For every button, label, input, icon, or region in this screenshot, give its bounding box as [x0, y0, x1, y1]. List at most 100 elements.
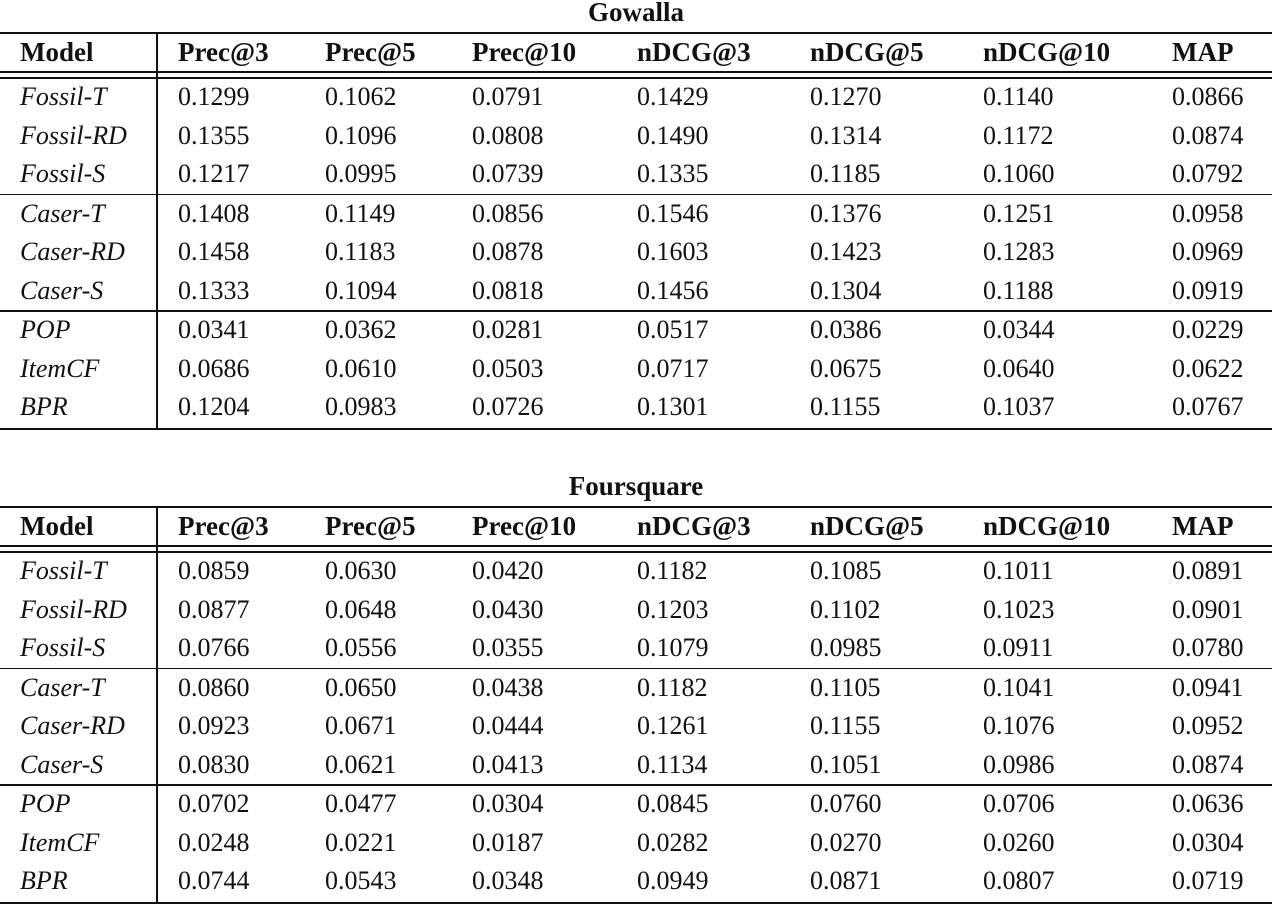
model-name: Caser-S: [20, 275, 104, 305]
metric-value: 0.0877: [178, 594, 250, 624]
metric-value: 0.0856: [472, 198, 544, 228]
metric-value: 0.0717: [637, 353, 709, 383]
column-header: Prec@10: [472, 37, 577, 67]
column-header: MAP: [1172, 37, 1234, 67]
metric-value: 0.0958: [1172, 198, 1244, 228]
model-name: BPR: [20, 392, 68, 421]
metric-value: 0.1182: [637, 556, 708, 585]
metric-value: 0.1335: [637, 159, 709, 188]
table-row: Caser-RD 0.0923 0.0671 0.0444 0.1261 0.1155 0.…: [0, 707, 1272, 745]
metric-value: 0.0830: [178, 749, 250, 779]
metric-value: 0.0355: [472, 633, 544, 662]
metric-value: 0.0986: [983, 749, 1055, 779]
header-rule-upper: [0, 545, 1272, 547]
column-header: Prec@10: [472, 511, 577, 541]
metric-value: 0.0438: [472, 672, 544, 702]
metric-value: 0.0636: [1172, 789, 1244, 818]
column-header: nDCG@10: [983, 37, 1111, 67]
metric-value: 0.1134: [637, 749, 708, 779]
metric-value: 0.0706: [983, 789, 1055, 818]
metric-value: 0.0878: [472, 237, 544, 266]
metric-value: 0.1172: [983, 120, 1054, 150]
table-row: BPR 0.0744 0.0543 0.0348 0.0949 0.0871 0.0807 0…: [0, 862, 1272, 900]
group-separator: [0, 193, 1272, 195]
metric-value: 0.1094: [325, 275, 397, 305]
metric-value: 0.0344: [983, 315, 1055, 344]
metric-value: 0.1261: [637, 711, 709, 740]
metric-value: 0.0622: [1172, 353, 1244, 383]
group-separator: [0, 667, 1272, 669]
table-row: ItemCF 0.0248 0.0221 0.0187 0.0282 0.0270 0.02…: [0, 824, 1272, 862]
metric-value: 0.0874: [1172, 120, 1244, 150]
metric-value: 0.0413: [472, 749, 544, 779]
metric-value: 0.0248: [178, 827, 250, 857]
results-table-foursquare: Foursquare Model Prec@3 Prec@5 Prec@10 nDCG@3…: [0, 471, 1272, 906]
model-name: Caser-T: [20, 198, 105, 228]
top-rule: [0, 506, 1272, 508]
metric-value: 0.0985: [810, 633, 882, 662]
column-header: nDCG@3: [637, 511, 751, 541]
column-header: Prec@3: [178, 511, 269, 541]
header-rule-lower: [0, 77, 1272, 79]
metric-value: 0.0543: [325, 866, 397, 895]
model-name: BPR: [20, 866, 68, 895]
column-header: MAP: [1172, 511, 1234, 541]
metric-value: 0.1079: [637, 633, 709, 662]
metric-value: 0.0304: [1172, 827, 1244, 857]
model-name: POP: [20, 789, 71, 818]
metric-value: 0.0792: [1172, 159, 1244, 188]
metric-value: 0.1408: [178, 198, 250, 228]
metric-value: 0.0640: [983, 353, 1055, 383]
metric-value: 0.0983: [325, 392, 397, 421]
metric-value: 0.0610: [325, 353, 397, 383]
metric-value: 0.0229: [1172, 315, 1244, 344]
table-row: Caser-S 0.0830 0.0621 0.0413 0.1134 0.1051 0.0…: [0, 746, 1272, 784]
table-row: Fossil-T 0.0859 0.0630 0.0420 0.1182 0.1085 0.…: [0, 552, 1272, 590]
metric-value: 0.0941: [1172, 672, 1244, 702]
header-row: Model Prec@3 Prec@5 Prec@10 nDCG@3 nDCG@5 nDCG…: [0, 507, 1272, 545]
metric-value: 0.1376: [810, 198, 882, 228]
metric-value: 0.1051: [810, 749, 882, 779]
metric-value: 0.1096: [325, 120, 397, 150]
metric-value: 0.0874: [1172, 749, 1244, 779]
metric-value: 0.0304: [472, 789, 544, 818]
metric-value: 0.1182: [637, 672, 708, 702]
top-rule: [0, 32, 1272, 34]
model-column-divider: [156, 507, 158, 902]
metric-value: 0.1085: [810, 556, 882, 585]
metric-value: 0.0281: [472, 315, 544, 344]
model-name: Fossil-T: [20, 82, 107, 111]
table-row: Fossil-RD 0.0877 0.0648 0.0430 0.1203 0.1102 0…: [0, 591, 1272, 629]
metric-value: 0.0969: [1172, 237, 1244, 266]
metric-value: 0.0859: [178, 556, 250, 585]
model-name: Caser-S: [20, 749, 104, 779]
model-name: Fossil-S: [20, 633, 106, 662]
metric-value: 0.1456: [637, 275, 709, 305]
metric-value: 0.1023: [983, 594, 1055, 624]
metric-value: 0.1546: [637, 198, 709, 228]
table-row: Caser-S 0.1333 0.1094 0.0818 0.1456 0.1304 0.1…: [0, 272, 1272, 310]
table-row: BPR 0.1204 0.0983 0.0726 0.1301 0.1155 0.1037 0…: [0, 388, 1272, 426]
table-row: Fossil-S 0.1217 0.0995 0.0739 0.1335 0.1185 0.…: [0, 155, 1272, 193]
metric-value: 0.1423: [810, 237, 882, 266]
metric-value: 0.1333: [178, 275, 250, 305]
model-name: Caser-RD: [20, 711, 125, 740]
metric-value: 0.0719: [1172, 866, 1244, 895]
metric-value: 0.1603: [637, 237, 709, 266]
header-rule-upper: [0, 71, 1272, 73]
metric-value: 0.0341: [178, 315, 250, 344]
results-table-gowalla: Gowalla Model Prec@3 Prec@5 Prec@10 nDCG@3 nDC…: [0, 0, 1272, 432]
metric-value: 0.0686: [178, 353, 250, 383]
metric-value: 0.1458: [178, 237, 250, 266]
model-name: Fossil-S: [20, 159, 106, 188]
metric-value: 0.0919: [1172, 275, 1244, 305]
metric-value: 0.1429: [637, 82, 709, 111]
column-header: nDCG@10: [983, 511, 1111, 541]
metric-value: 0.1037: [983, 392, 1055, 421]
metric-value: 0.1155: [810, 711, 881, 740]
metric-value: 0.1105: [810, 672, 881, 702]
column-header: Model: [20, 37, 94, 67]
metric-value: 0.0270: [810, 827, 882, 857]
table-caption: Gowalla: [587, 0, 684, 27]
metric-value: 0.0949: [637, 866, 709, 895]
